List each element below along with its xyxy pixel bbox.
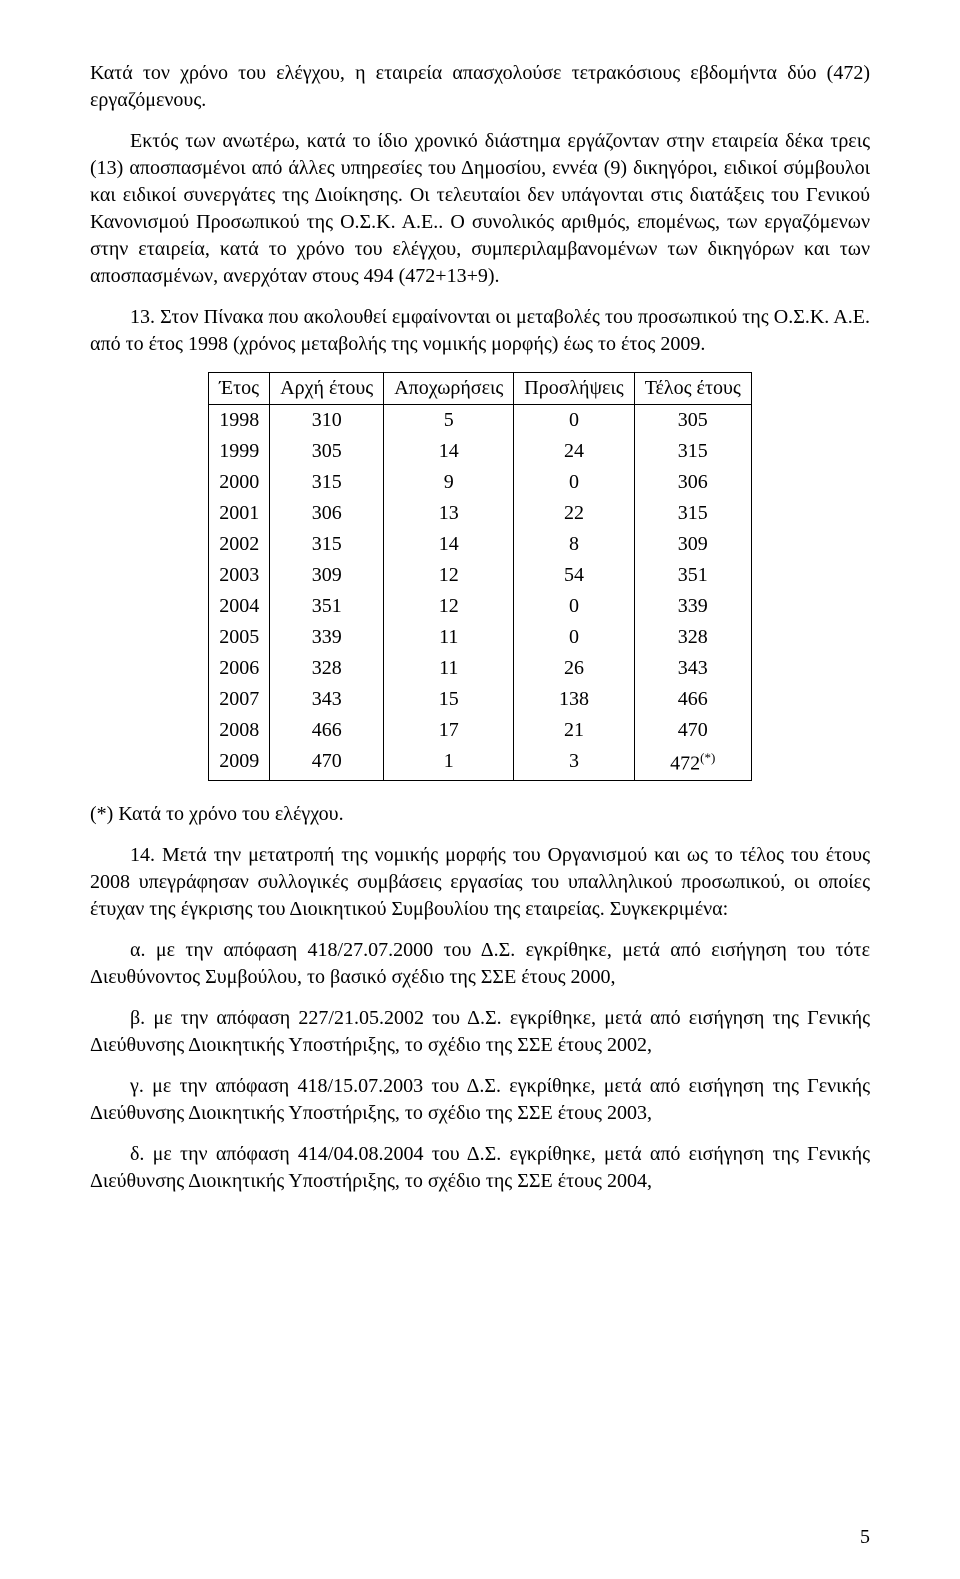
table-cell: 0	[514, 622, 634, 653]
table-cell: 2002	[209, 529, 270, 560]
table-cell: 306	[634, 467, 751, 498]
table-cell: 3	[514, 746, 634, 780]
table-cell: 14	[384, 436, 514, 467]
table-cell: 315	[634, 498, 751, 529]
table-footnote: (*) Κατά το χρόνο του ελέγχου.	[90, 801, 870, 828]
table-cell: 315	[634, 436, 751, 467]
table-cell: 2005	[209, 622, 270, 653]
table-row: 20084661721470	[209, 715, 752, 746]
table-cell: 12	[384, 560, 514, 591]
table-cell: 14	[384, 529, 514, 560]
line-c: γ. με την απόφαση 418/15.07.2003 του Δ.Σ…	[90, 1073, 870, 1127]
table-cell: 11	[384, 622, 514, 653]
table-cell: 12	[384, 591, 514, 622]
paragraph-4: 14. Μετά την μετατροπή της νομικής μορφή…	[90, 842, 870, 923]
col-end: Τέλος έτους	[634, 373, 751, 405]
table-cell: 0	[514, 467, 634, 498]
table-cell: 24	[514, 436, 634, 467]
table-cell: 8	[514, 529, 634, 560]
table-cell: 2004	[209, 591, 270, 622]
table-cell: 26	[514, 653, 634, 684]
table-row: 20063281126343	[209, 653, 752, 684]
table-header-row: Έτος Αρχή έτους Αποχωρήσεις Προσλήψεις Τ…	[209, 373, 752, 405]
table-cell: 343	[634, 653, 751, 684]
table-cell: 17	[384, 715, 514, 746]
table-cell: 2001	[209, 498, 270, 529]
paragraph-3: 13. Στον Πίνακα που ακολουθεί εμφαίνοντα…	[90, 304, 870, 358]
table-cell: 0	[514, 591, 634, 622]
col-departures: Αποχωρήσεις	[384, 373, 514, 405]
table-cell: 351	[634, 560, 751, 591]
table-cell: 5	[384, 405, 514, 437]
table-cell: 305	[270, 436, 384, 467]
table-cell: 466	[634, 684, 751, 715]
table-cell: 2008	[209, 715, 270, 746]
table-cell: 306	[270, 498, 384, 529]
table-cell: 309	[270, 560, 384, 591]
table-row: 20013061322315	[209, 498, 752, 529]
line-d: δ. με την απόφαση 414/04.08.2004 του Δ.Σ…	[90, 1141, 870, 1195]
table-cell: 15	[384, 684, 514, 715]
table-cell: 470	[634, 715, 751, 746]
col-hires: Προσλήψεις	[514, 373, 634, 405]
table-cell: 328	[634, 622, 751, 653]
table-row: 20033091254351	[209, 560, 752, 591]
table-row: 2005339110328	[209, 622, 752, 653]
table-row: 19993051424315	[209, 436, 752, 467]
table-cell: 2009	[209, 746, 270, 780]
table-cell: 13	[384, 498, 514, 529]
table-cell: 2003	[209, 560, 270, 591]
table-cell: 54	[514, 560, 634, 591]
table-cell: 1	[384, 746, 514, 780]
table-cell: 470	[270, 746, 384, 780]
table-cell: 339	[634, 591, 751, 622]
table-cell: 339	[270, 622, 384, 653]
table-cell: 315	[270, 467, 384, 498]
table-cell: 2006	[209, 653, 270, 684]
table-cell: 472(*)	[634, 746, 751, 780]
table-cell: 466	[270, 715, 384, 746]
table-cell: 1999	[209, 436, 270, 467]
table-cell: 9	[384, 467, 514, 498]
table-cell: 328	[270, 653, 384, 684]
line-b: β. με την απόφαση 227/21.05.2002 του Δ.Σ…	[90, 1005, 870, 1059]
col-year: Έτος	[209, 373, 270, 405]
paragraph-1: Κατά τον χρόνο του ελέγχου, η εταιρεία α…	[90, 60, 870, 114]
table-cell: 21	[514, 715, 634, 746]
table-row: 200947013472(*)	[209, 746, 752, 780]
page-number: 5	[860, 1526, 870, 1549]
table-cell: 0	[514, 405, 634, 437]
table-row: 199831050305	[209, 405, 752, 437]
table-cell: 2000	[209, 467, 270, 498]
document-page: Κατά τον χρόνο του ελέγχου, η εταιρεία α…	[0, 0, 960, 1579]
col-start: Αρχή έτους	[270, 373, 384, 405]
paragraph-2: Εκτός των ανωτέρω, κατά το ίδιο χρονικό …	[90, 128, 870, 290]
table-row: 2002315148309	[209, 529, 752, 560]
table-cell: 343	[270, 684, 384, 715]
personnel-table: Έτος Αρχή έτους Αποχωρήσεις Προσλήψεις Τ…	[208, 372, 752, 781]
line-a: α. με την απόφαση 418/27.07.2000 του Δ.Σ…	[90, 937, 870, 991]
table-row: 2004351120339	[209, 591, 752, 622]
table-cell: 305	[634, 405, 751, 437]
table-cell: 2007	[209, 684, 270, 715]
table-cell: 351	[270, 591, 384, 622]
table-row: 200031590306	[209, 467, 752, 498]
table-cell: 22	[514, 498, 634, 529]
table-cell: 309	[634, 529, 751, 560]
table-row: 200734315138466	[209, 684, 752, 715]
table-cell: 1998	[209, 405, 270, 437]
table-cell: 138	[514, 684, 634, 715]
table-cell: 315	[270, 529, 384, 560]
table-cell: 11	[384, 653, 514, 684]
table-cell: 310	[270, 405, 384, 437]
